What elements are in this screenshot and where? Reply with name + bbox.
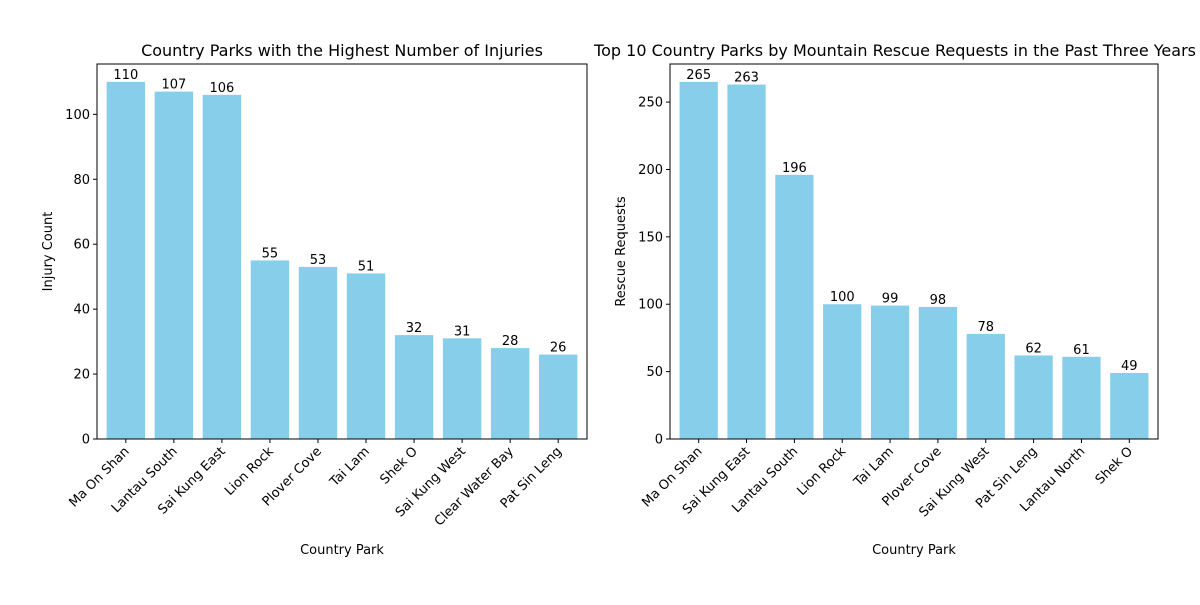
- bar-5: [918, 306, 958, 439]
- y-tick-label: 40: [73, 303, 90, 318]
- bar-5: [346, 273, 386, 439]
- bar-value-label: 51: [358, 259, 375, 274]
- bar-1: [154, 91, 194, 439]
- bar-3: [250, 260, 290, 439]
- bar-value-label: 53: [310, 253, 327, 268]
- y-tick-label: 80: [73, 173, 90, 188]
- plot-frame: [96, 63, 588, 440]
- bar-value-label: 106: [209, 81, 234, 96]
- rescue-requests-chart: Top 10 Country Parks by Mountain Rescue …: [593, 41, 1196, 558]
- x-axis-label: Country Park: [872, 543, 956, 558]
- y-tick-label: 0: [655, 433, 663, 448]
- bar-value-label: 31: [454, 324, 471, 339]
- y-tick-label: 0: [82, 433, 90, 448]
- y-tick-label: 20: [73, 368, 90, 383]
- y-tick-label: 200: [638, 163, 663, 178]
- bar-1: [727, 84, 766, 440]
- bar-6: [966, 333, 1005, 439]
- x-tick-label: Tai Lam: [327, 444, 373, 490]
- y-axis-label: Injury Count: [41, 212, 56, 292]
- chart-title: Top 10 Country Parks by Mountain Rescue …: [593, 41, 1196, 60]
- bar-value-label: 265: [686, 68, 711, 83]
- bar-4: [870, 305, 910, 439]
- injuries-chart: Country Parks with the Highest Number of…: [41, 41, 588, 558]
- y-tick-label: 100: [638, 298, 663, 313]
- bar-value-label: 98: [930, 293, 947, 308]
- x-tick-label: Tai Lam: [851, 444, 897, 490]
- bar-9: [538, 354, 578, 439]
- x-axis-label: Country Park: [300, 543, 384, 558]
- plot-frame: [669, 63, 1159, 440]
- bar-8: [490, 348, 530, 439]
- x-tick-label: Shek O: [1093, 444, 1136, 487]
- bar-7: [442, 338, 482, 439]
- bar-9: [1110, 372, 1149, 439]
- bar-value-label: 61: [1073, 343, 1090, 358]
- y-axis-label: Rescue Requests: [614, 196, 629, 307]
- y-tick-label: 250: [638, 96, 663, 111]
- bar-2: [202, 94, 242, 440]
- bar-value-label: 99: [882, 292, 899, 307]
- bar-value-label: 32: [406, 321, 423, 336]
- bar-value-label: 100: [830, 290, 855, 305]
- bar-value-label: 196: [782, 161, 807, 176]
- bar-7: [1014, 355, 1053, 439]
- bar-8: [1062, 356, 1101, 439]
- bar-value-label: 263: [734, 71, 759, 86]
- bar-0: [679, 81, 718, 439]
- y-tick-label: 150: [638, 230, 663, 245]
- chart-title: Country Parks with the Highest Number of…: [141, 41, 543, 60]
- bar-value-label: 107: [161, 78, 186, 93]
- bar-4: [298, 266, 338, 439]
- bar-value-label: 49: [1121, 359, 1138, 374]
- bar-6: [394, 335, 434, 439]
- bar-value-label: 26: [550, 341, 567, 356]
- bar-value-label: 110: [113, 68, 138, 83]
- y-tick-label: 100: [65, 108, 90, 123]
- bar-3: [823, 304, 862, 439]
- x-tick-label: Lion Rock: [794, 444, 849, 499]
- bar-0: [106, 81, 146, 439]
- x-tick-label: Shek O: [377, 444, 420, 487]
- bar-value-label: 78: [977, 320, 994, 335]
- bar-value-label: 28: [502, 334, 519, 349]
- y-tick-label: 60: [73, 238, 90, 253]
- bar-value-label: 55: [262, 246, 279, 261]
- bar-value-label: 62: [1025, 341, 1042, 356]
- y-tick-label: 50: [646, 365, 663, 380]
- bar-2: [775, 174, 814, 439]
